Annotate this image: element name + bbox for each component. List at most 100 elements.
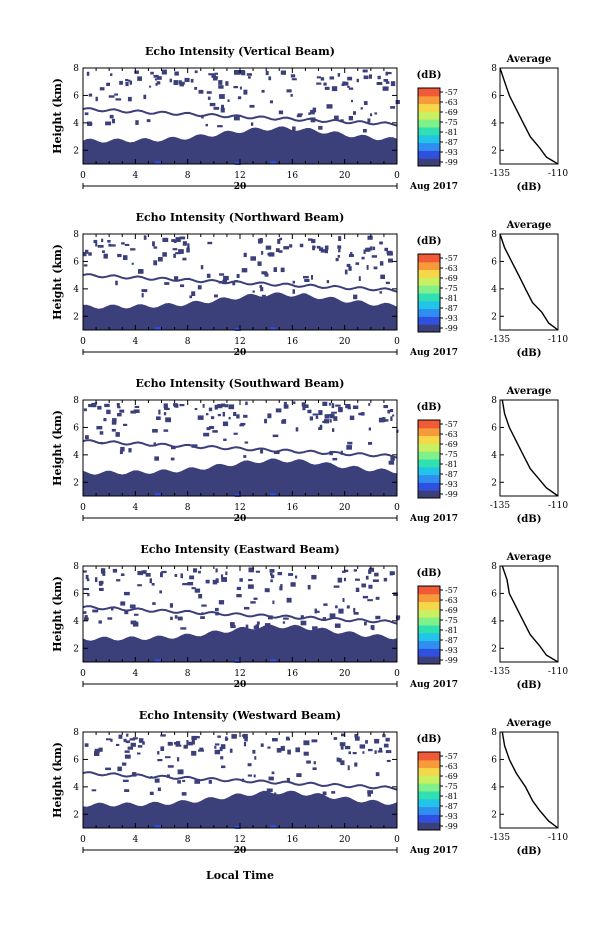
echo-speck xyxy=(272,600,275,604)
echo-speck xyxy=(301,293,307,298)
echo-speck xyxy=(181,792,187,796)
echo-speck xyxy=(385,419,389,422)
y-tick-label: 8 xyxy=(73,396,79,406)
echo-speck xyxy=(326,280,330,284)
echo-speck xyxy=(124,243,130,246)
echo-speck xyxy=(338,608,344,614)
echo-speck xyxy=(152,429,158,433)
colorbar-tick-label: -57 xyxy=(445,752,458,761)
echo-speck xyxy=(95,96,98,102)
echo-speck xyxy=(291,78,297,81)
echo-speck xyxy=(206,273,211,278)
colorbar-tick-label: -69 xyxy=(445,440,458,449)
echo-speck xyxy=(207,96,211,100)
echo-speck xyxy=(149,578,152,584)
echo-speck xyxy=(334,623,341,628)
colorbar-tick-label: -75 xyxy=(445,284,458,293)
colorbar-swatch xyxy=(418,300,440,310)
echo-speck xyxy=(117,413,122,417)
echo-speck xyxy=(361,583,366,588)
echo-speck xyxy=(186,740,189,745)
echo-speck xyxy=(120,573,125,576)
echo-speck xyxy=(102,571,106,576)
echo-speck xyxy=(286,89,292,93)
echo-speck xyxy=(367,118,371,123)
echo-speck xyxy=(273,267,277,272)
echo-speck xyxy=(353,612,359,615)
echo-speck xyxy=(319,424,323,430)
echo-speck xyxy=(200,265,204,270)
echo-speck xyxy=(215,607,219,612)
echo-speck xyxy=(301,402,306,407)
profile-line xyxy=(501,731,559,829)
echo-speck xyxy=(86,71,90,76)
colorbar-label: (dB) xyxy=(417,734,442,745)
echo-speck xyxy=(134,405,140,408)
echo-speck xyxy=(373,246,376,251)
colorbar-swatch xyxy=(418,791,440,800)
echo-speck xyxy=(323,82,327,86)
echo-speck xyxy=(157,787,161,792)
echo-speck xyxy=(145,573,151,577)
x-tick-label: 8 xyxy=(185,669,191,679)
colorbar-tick-label: -63 xyxy=(445,264,458,273)
colorbar-swatch xyxy=(418,158,440,167)
echo-speck xyxy=(116,579,121,582)
echo-speck xyxy=(295,575,298,579)
colorbar-tick-label: -81 xyxy=(445,128,458,137)
colorbar-swatch xyxy=(418,466,440,476)
echo-speck xyxy=(117,766,122,772)
y-tick-label: 2 xyxy=(73,478,79,488)
echo-speck xyxy=(89,122,93,126)
echo-speck xyxy=(376,82,383,85)
echo-speck xyxy=(280,70,286,75)
colorbar-tick-label: -87 xyxy=(445,802,458,811)
echo-speck xyxy=(288,573,294,576)
echo-speck xyxy=(241,734,247,737)
echo-speck xyxy=(229,748,233,753)
colorbar-frame xyxy=(417,585,441,665)
echo-speck xyxy=(191,739,195,745)
x-tick-label: 20 xyxy=(339,171,351,181)
colorbar-label: (dB) xyxy=(417,236,442,247)
colorbar-tick-label: -87 xyxy=(445,304,458,313)
echo-speck xyxy=(383,577,388,582)
echo-speck xyxy=(172,248,178,251)
panel-title: Echo Intensity (Southward Beam) xyxy=(136,377,345,390)
echo-speck xyxy=(389,571,393,576)
echo-speck xyxy=(225,571,228,576)
colorbar-swatch xyxy=(418,95,440,105)
echo-speck xyxy=(211,74,216,78)
echo-speck xyxy=(385,71,388,76)
echo-speck xyxy=(337,73,341,77)
echo-speck xyxy=(252,290,255,293)
profile-x-tick-label: -110 xyxy=(548,335,568,345)
echo-speck xyxy=(155,83,158,86)
echo-speck xyxy=(123,738,127,742)
echo-speck xyxy=(215,568,218,573)
echo-speck xyxy=(111,420,117,425)
echo-speck xyxy=(306,128,311,131)
echo-speck xyxy=(169,78,172,83)
echo-speck xyxy=(332,428,335,432)
echo-speck xyxy=(219,94,225,99)
echo-speck xyxy=(393,592,398,596)
echo-layer xyxy=(83,292,397,330)
echo-speck xyxy=(248,579,253,582)
echo-speck xyxy=(244,441,249,444)
x-tick-label: 16 xyxy=(287,337,299,347)
echo-speck xyxy=(234,70,240,75)
echo-speck xyxy=(115,98,122,101)
echo-speck xyxy=(123,255,128,260)
echo-speck xyxy=(346,605,350,609)
echo-speck xyxy=(150,71,154,75)
profile-y-tick-label: 2 xyxy=(491,478,497,488)
echo-speck xyxy=(344,569,349,573)
echo-speck xyxy=(267,413,272,419)
echo-speck xyxy=(338,408,343,413)
colorbar-label: (dB) xyxy=(417,402,442,413)
echo-speck xyxy=(248,76,251,79)
echo-speck xyxy=(220,744,226,750)
echo-speck xyxy=(248,567,254,573)
strong-echo xyxy=(234,659,241,663)
